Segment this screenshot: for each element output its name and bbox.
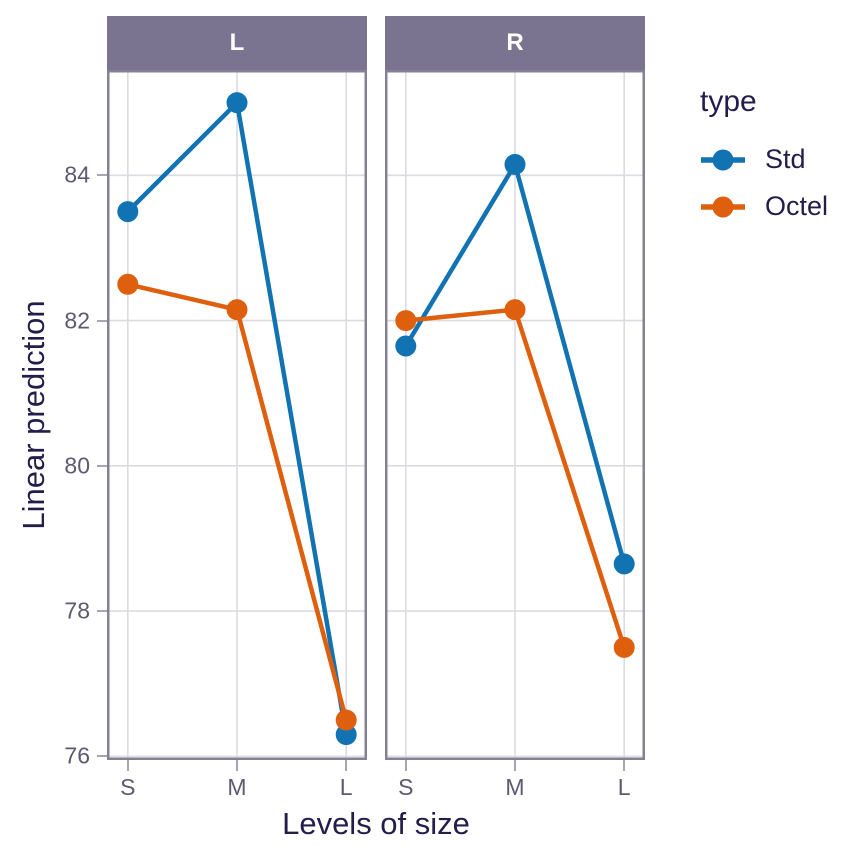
data-point-l-s-std (117, 201, 139, 223)
plot-area-l (107, 70, 367, 760)
legend-key-icon (701, 149, 745, 170)
panel-border (107, 70, 367, 760)
data-point-l-l-std (335, 724, 357, 746)
y-tick-label: 76 (64, 742, 90, 769)
x-tick-mark (126, 760, 129, 771)
data-point-l-l-octel (335, 709, 357, 731)
y-tick-label: 82 (64, 307, 90, 334)
y-tick-mark (97, 174, 107, 177)
y-tick-label: 78 (64, 597, 90, 624)
facet-panel-l: L S M L (107, 16, 367, 816)
x-tick-label: M (505, 774, 525, 800)
y-axis: 76 78 80 82 84 (0, 70, 107, 767)
legend-label: Std (765, 144, 806, 174)
legend-label: Octel (765, 191, 829, 221)
legend-key-icon (701, 196, 745, 217)
x-tick-mark (514, 760, 516, 771)
x-tick-mark (623, 760, 626, 771)
x-tick-label: L (339, 774, 353, 800)
x-tick-label: L (617, 774, 631, 800)
data-point-r-m-octel (504, 299, 526, 321)
data-point-r-l-octel (613, 636, 635, 658)
x-tick-label: S (120, 774, 136, 800)
x-tick-label: M (227, 774, 247, 800)
x-tick-label: S (398, 774, 414, 800)
data-point-l-s-octel (117, 273, 139, 295)
plot-area-r (385, 70, 645, 760)
data-point-l-m-std (226, 92, 248, 114)
data-point-r-s-std (395, 335, 417, 357)
x-tick-mark (345, 760, 348, 771)
legend-items: Std Octel (700, 136, 828, 230)
facet-strip-r: R (385, 16, 645, 70)
legend-item-octel: Octel (700, 183, 828, 230)
panel-border (385, 70, 645, 760)
data-point-l-m-octel (226, 299, 248, 321)
y-tick-label: 80 (64, 452, 90, 479)
facet-panel-r: R S M L (385, 16, 645, 816)
y-tick-mark (97, 319, 107, 322)
facet-strip-label: R (506, 29, 524, 56)
legend: type Std Octel (700, 84, 828, 230)
data-point-r-s-octel (395, 310, 417, 332)
x-tick-mark (404, 760, 407, 771)
y-tick-label: 84 (64, 161, 90, 188)
data-point-r-m-std (504, 153, 526, 175)
data-point-r-l-std (613, 553, 635, 575)
x-axis-title: Levels of size (282, 806, 470, 841)
y-tick-mark (97, 610, 107, 613)
x-tick-mark (236, 760, 238, 771)
legend-title: type (700, 85, 757, 118)
y-tick-mark (97, 464, 107, 467)
legend-item-std: Std (700, 136, 828, 183)
y-tick-mark (97, 755, 107, 758)
facet-strip-l: L (107, 16, 367, 70)
facet-strip-label: L (229, 29, 245, 56)
